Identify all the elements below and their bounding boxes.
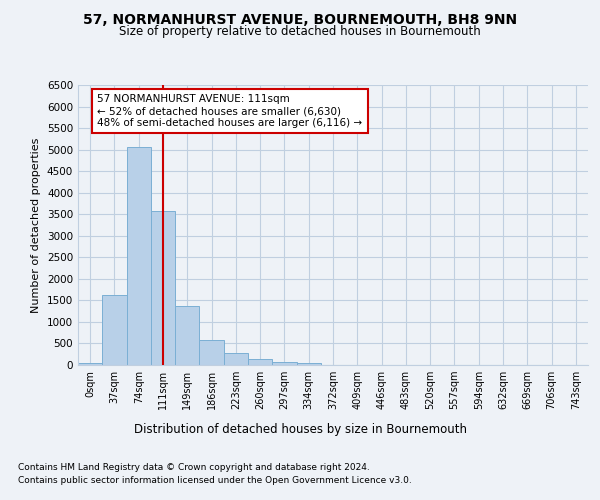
Text: 57 NORMANHURST AVENUE: 111sqm
← 52% of detached houses are smaller (6,630)
48% o: 57 NORMANHURST AVENUE: 111sqm ← 52% of d… (97, 94, 362, 128)
Bar (296, 363, 321, 365)
Bar (199, 340, 224, 365)
Text: Contains public sector information licensed under the Open Government Licence v3: Contains public sector information licen… (18, 476, 412, 485)
Bar (272, 362, 296, 365)
Bar (151, 211, 175, 365)
Y-axis label: Number of detached properties: Number of detached properties (31, 138, 41, 312)
Bar (224, 354, 248, 365)
Bar (175, 306, 199, 365)
Bar (78, 363, 102, 365)
Bar (127, 148, 151, 365)
Text: 57, NORMANHURST AVENUE, BOURNEMOUTH, BH8 9NN: 57, NORMANHURST AVENUE, BOURNEMOUTH, BH8… (83, 12, 517, 26)
Text: Size of property relative to detached houses in Bournemouth: Size of property relative to detached ho… (119, 25, 481, 38)
Bar (102, 295, 127, 365)
Text: Contains HM Land Registry data © Crown copyright and database right 2024.: Contains HM Land Registry data © Crown c… (18, 462, 370, 471)
Text: Distribution of detached houses by size in Bournemouth: Distribution of detached houses by size … (133, 422, 467, 436)
Bar (248, 360, 272, 365)
